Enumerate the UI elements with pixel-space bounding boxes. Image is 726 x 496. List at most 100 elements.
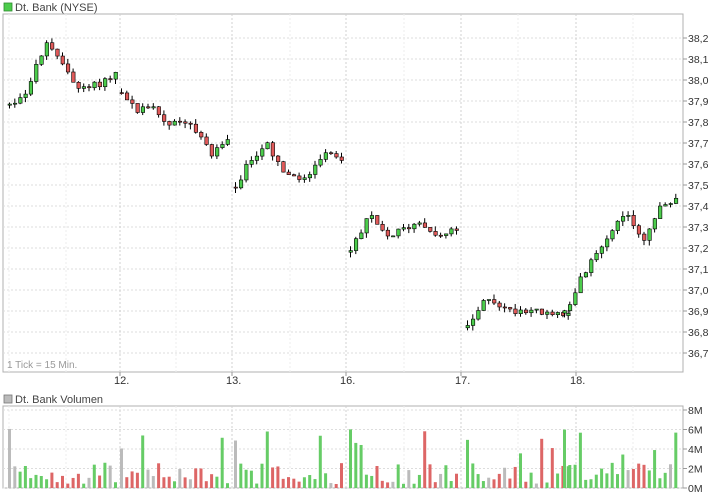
price-x-tick-label: 17. — [455, 375, 470, 387]
volume-bar — [508, 478, 512, 488]
volume-bar — [135, 472, 139, 488]
price-y-tick-label: 37,2 — [688, 243, 709, 255]
volume-bar — [540, 438, 544, 488]
candle-body — [183, 121, 188, 124]
volume-bar — [265, 431, 269, 488]
price-y-tick-label: 38,2 — [688, 33, 709, 45]
candle-body — [215, 147, 220, 157]
volume-bar — [631, 468, 635, 488]
volume-bar — [87, 477, 91, 488]
candle-body — [534, 308, 539, 311]
volume-bar — [82, 483, 86, 488]
candle-body — [369, 215, 375, 219]
volume-bar — [114, 482, 117, 488]
price-y-tick-label: 37,4 — [688, 201, 709, 213]
volume-bar — [199, 468, 203, 488]
volume-bar — [545, 482, 549, 488]
price-y-tick-label: 37,7 — [688, 138, 709, 150]
candle-body — [401, 227, 406, 230]
candle-body — [454, 228, 459, 231]
volume-bar — [529, 472, 533, 488]
volume-bar — [439, 473, 443, 488]
volume-bar — [281, 478, 285, 488]
candle-body — [529, 309, 534, 314]
candle-body — [573, 292, 578, 305]
price-legend-label: Dt. Bank (NYSE) — [15, 2, 98, 14]
candle-body — [647, 228, 652, 241]
volume-bar — [188, 479, 192, 488]
volume-bar — [183, 477, 187, 488]
volume-bar — [210, 474, 214, 488]
volume-bar — [669, 464, 672, 488]
volume-bar — [45, 479, 49, 488]
candle-body — [539, 308, 545, 315]
volume-bar — [108, 465, 112, 488]
volume-bar — [584, 479, 588, 488]
price-grid — [3, 14, 683, 372]
volume-bar — [637, 463, 641, 488]
volume-bar — [412, 483, 416, 488]
volume-bar — [146, 469, 150, 488]
candle-body — [513, 308, 518, 314]
tick-note: 1 Tick = 15 Min. — [7, 360, 77, 371]
volume-bar — [391, 481, 395, 488]
candle-body — [339, 156, 344, 161]
volume-bar — [433, 482, 437, 488]
candle-body — [44, 42, 49, 57]
candle-body — [28, 81, 34, 95]
volume-bar — [550, 448, 554, 488]
candle-body — [668, 203, 673, 205]
volume-bar — [76, 473, 80, 488]
volume-bar — [573, 464, 577, 488]
volume-bar — [13, 466, 17, 488]
volume-bar — [130, 471, 134, 488]
candle-body — [631, 215, 636, 227]
candle-body — [470, 318, 476, 326]
volume-bar — [162, 477, 166, 488]
candle-body — [204, 136, 209, 145]
volume-bar — [98, 475, 102, 488]
candle-body — [302, 177, 307, 180]
candle-body — [486, 299, 492, 301]
volume-bar — [568, 465, 572, 488]
volume-bar — [519, 453, 522, 488]
volume-bar — [444, 465, 448, 488]
volume-y-axis: 8M 6M 4M 2M 0M — [683, 405, 703, 495]
candle-body — [438, 234, 443, 237]
volume-bar — [297, 481, 301, 488]
volume-bar — [417, 474, 421, 488]
candle-body — [636, 225, 642, 235]
candle-body — [193, 123, 198, 133]
volume-bar — [380, 480, 384, 488]
candle-body — [412, 223, 417, 230]
volume-bar — [23, 465, 27, 488]
volume-bar — [605, 473, 609, 488]
volume-bar — [364, 474, 368, 488]
volume-bar — [29, 478, 33, 488]
candle-body — [162, 114, 167, 122]
volume-panel: 8M 6M 4M 2M 0M Dt. Bank Volumen — [2, 394, 703, 495]
candle-body — [286, 171, 291, 175]
volume-bar — [204, 481, 208, 488]
candle-body — [103, 78, 108, 88]
candle-body — [125, 92, 130, 101]
price-y-tick-label: 37,0 — [688, 285, 709, 297]
candle-body — [583, 272, 589, 278]
candle-body — [140, 106, 145, 113]
candle-body — [50, 42, 55, 50]
volume-bar — [594, 474, 598, 488]
candle-body — [545, 311, 550, 315]
candle-body — [497, 302, 502, 308]
volume-y-tick-label: 4M — [688, 444, 703, 456]
candle-body — [97, 81, 102, 88]
volume-bar — [663, 472, 667, 488]
price-x-tick-label: 16. — [340, 375, 355, 387]
candle-body — [594, 253, 599, 261]
volume-bar — [589, 479, 593, 488]
price-x-tick-label: 18. — [570, 375, 585, 387]
volume-bar — [8, 428, 11, 488]
volume-bars — [8, 428, 678, 488]
candle-body — [297, 175, 302, 180]
candle-body — [199, 132, 204, 138]
